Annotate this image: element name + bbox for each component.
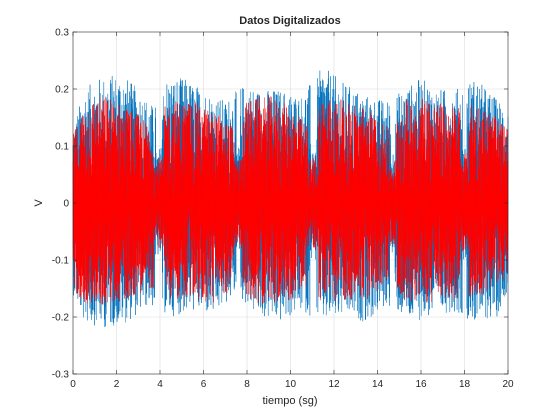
series-layer xyxy=(72,70,509,327)
series-line-1 xyxy=(72,70,509,327)
series-line-2 xyxy=(72,94,509,305)
x-tick-label: 6 xyxy=(201,379,207,390)
x-tick-label: 0 xyxy=(70,379,76,390)
y-axis-ticks: -0.3 -0.2 -0.1 0 0.1 0.2 0.3 xyxy=(52,28,508,381)
x-tick-label: 18 xyxy=(459,379,471,390)
y-tick-label: -0.3 xyxy=(52,370,70,381)
x-tick-label: 8 xyxy=(244,379,250,390)
x-tick-label: 2 xyxy=(114,379,120,390)
y-tick-label: 0 xyxy=(63,199,69,210)
x-tick-label: 4 xyxy=(157,379,163,390)
y-tick-label: -0.2 xyxy=(52,313,70,324)
y-tick-label: 0.2 xyxy=(55,85,69,96)
y-tick-label: -0.1 xyxy=(52,256,70,267)
x-axis-label: tiempo (sg) xyxy=(262,395,317,407)
x-tick-label: 12 xyxy=(328,379,340,390)
chart-title: Datos Digitalizados xyxy=(239,15,340,27)
y-axis-label: V xyxy=(33,199,45,207)
y-tick-label: 0.3 xyxy=(55,28,69,39)
x-tick-label: 10 xyxy=(285,379,297,390)
x-axis-ticks: 0 2 4 6 8 10 12 14 16 18 20 xyxy=(70,32,514,390)
x-tick-label: 16 xyxy=(415,379,427,390)
y-tick-label: 0.1 xyxy=(55,142,69,153)
x-tick-label: 14 xyxy=(372,379,384,390)
x-tick-label: 20 xyxy=(502,379,514,390)
